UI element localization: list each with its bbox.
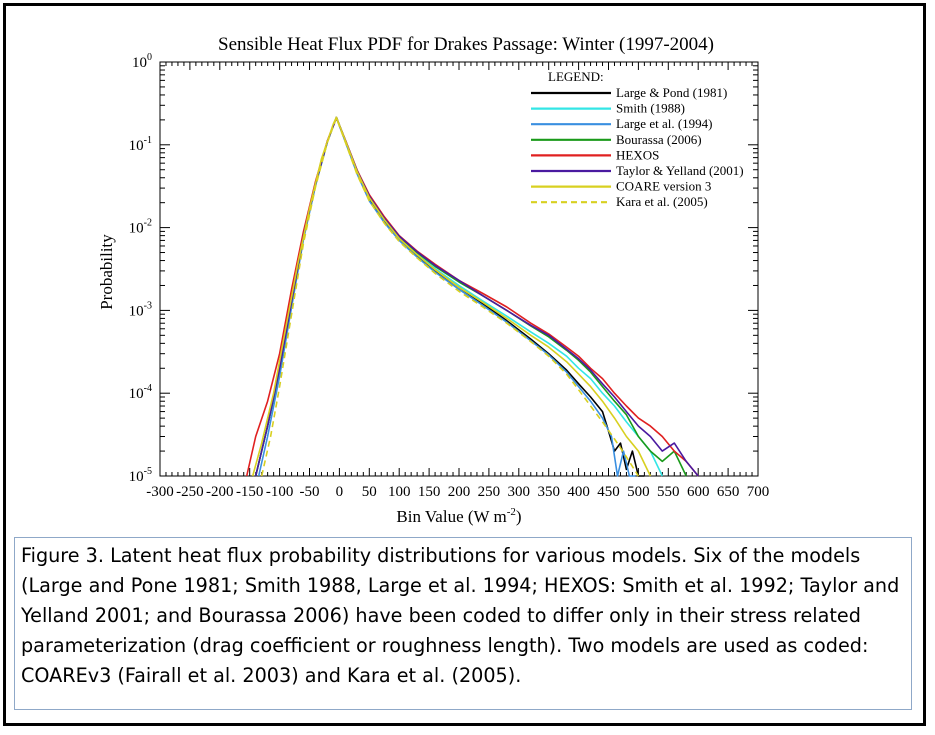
x-tick-label: 350 xyxy=(537,484,560,500)
y-tick-exponent: -3 xyxy=(144,300,152,311)
x-axis-label-text: Bin Value (W m xyxy=(396,507,506,526)
y-tick-base: 10 xyxy=(129,469,144,485)
x-axis-label-exponent: -2 xyxy=(507,506,516,518)
x-tick-label: -250 xyxy=(176,484,204,500)
x-tick-label: 150 xyxy=(418,484,441,500)
chart-title: Sensible Heat Flux PDF for Drakes Passag… xyxy=(218,34,714,55)
y-tick-label: 10-2 xyxy=(129,218,152,237)
y-tick-exponent: -4 xyxy=(144,383,152,394)
x-tick-label: 0 xyxy=(336,484,344,500)
y-tick-label: 10-4 xyxy=(129,383,152,402)
y-tick-base: 10 xyxy=(132,55,147,71)
series-lines xyxy=(245,116,699,477)
x-tick-label: -100 xyxy=(266,484,294,500)
figure-caption: Figure 3. Latent heat flux probability d… xyxy=(14,537,912,710)
x-tick-label: 700 xyxy=(747,484,770,500)
sensible-heat-flux-chart: Sensible Heat Flux PDF for Drakes Passag… xyxy=(97,34,769,526)
y-tick-base: 10 xyxy=(129,303,144,319)
y-tick-label: 10-3 xyxy=(129,300,152,319)
legend-entry-label: COARE version 3 xyxy=(616,179,711,194)
series-line-coare-version-3 xyxy=(251,116,652,477)
y-tick-exponent: -1 xyxy=(144,135,152,146)
x-tick-label: 300 xyxy=(508,484,531,500)
y-tick-label: 100 xyxy=(132,52,152,71)
y-tick-exponent: -2 xyxy=(144,218,152,229)
x-tick-label: -150 xyxy=(236,484,264,500)
x-tick-label: 400 xyxy=(567,484,590,500)
x-tick-label: 50 xyxy=(362,484,377,500)
x-tick-label: -50 xyxy=(300,484,320,500)
x-tick-label: 450 xyxy=(597,484,620,500)
x-tick-label: 250 xyxy=(478,484,501,500)
x-tick-label: 100 xyxy=(388,484,411,500)
x-tick-label: 600 xyxy=(687,484,710,500)
y-tick-exponent: 0 xyxy=(147,52,152,63)
series-line-kara-et-al-2005 xyxy=(260,117,640,477)
y-tick-base: 10 xyxy=(129,221,144,237)
y-tick-base: 10 xyxy=(129,138,144,154)
legend-entry-label: Large et al. (1994) xyxy=(616,116,713,131)
y-tick-label: 10-1 xyxy=(129,135,152,154)
figure-frame xyxy=(3,3,926,726)
x-tick-label: 550 xyxy=(657,484,680,500)
x-axis-label: Bin Value (W m-2) xyxy=(396,506,521,526)
y-axis-label: Probability xyxy=(97,234,116,310)
legend-entry-label: Kara et al. (2005) xyxy=(616,194,708,209)
x-tick-label: 500 xyxy=(627,484,650,500)
x-tick-label: 650 xyxy=(717,484,740,500)
x-tick-label: -300 xyxy=(146,484,174,500)
x-axis: -300 -250 -200 -150 -100 -50 0 50 100 150 200 250 30… xyxy=(146,62,769,500)
y-tick-base: 10 xyxy=(129,386,144,402)
legend-entry-label: Large & Pond (1981) xyxy=(616,85,727,100)
legend-entry-label: Bourassa (2006) xyxy=(616,132,702,147)
legend: LEGEND: Large & Pond (1981)Smith (1988)L… xyxy=(531,69,744,209)
x-tick-label: -200 xyxy=(206,484,234,500)
x-tick-label: 200 xyxy=(448,484,471,500)
legend-entry-label: Smith (1988) xyxy=(616,101,685,116)
x-axis-label-close: ) xyxy=(516,507,522,526)
legend-title: LEGEND: xyxy=(548,69,604,84)
legend-entry-label: HEXOS xyxy=(616,147,659,162)
y-tick-label: 10-5 xyxy=(129,466,152,485)
y-tick-exponent: -5 xyxy=(144,466,152,477)
legend-entry-label: Taylor & Yelland (2001) xyxy=(616,163,744,178)
